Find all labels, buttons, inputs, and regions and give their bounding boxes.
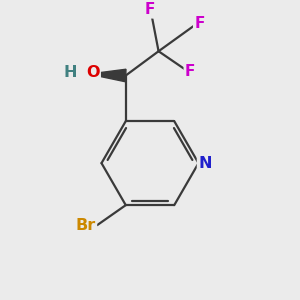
Polygon shape: [89, 69, 126, 82]
Text: Br: Br: [76, 218, 96, 232]
Text: F: F: [194, 16, 205, 31]
Text: O: O: [87, 65, 100, 80]
Text: N: N: [198, 156, 211, 171]
Text: F: F: [145, 2, 155, 17]
Text: H: H: [64, 65, 77, 80]
Text: F: F: [185, 64, 195, 79]
